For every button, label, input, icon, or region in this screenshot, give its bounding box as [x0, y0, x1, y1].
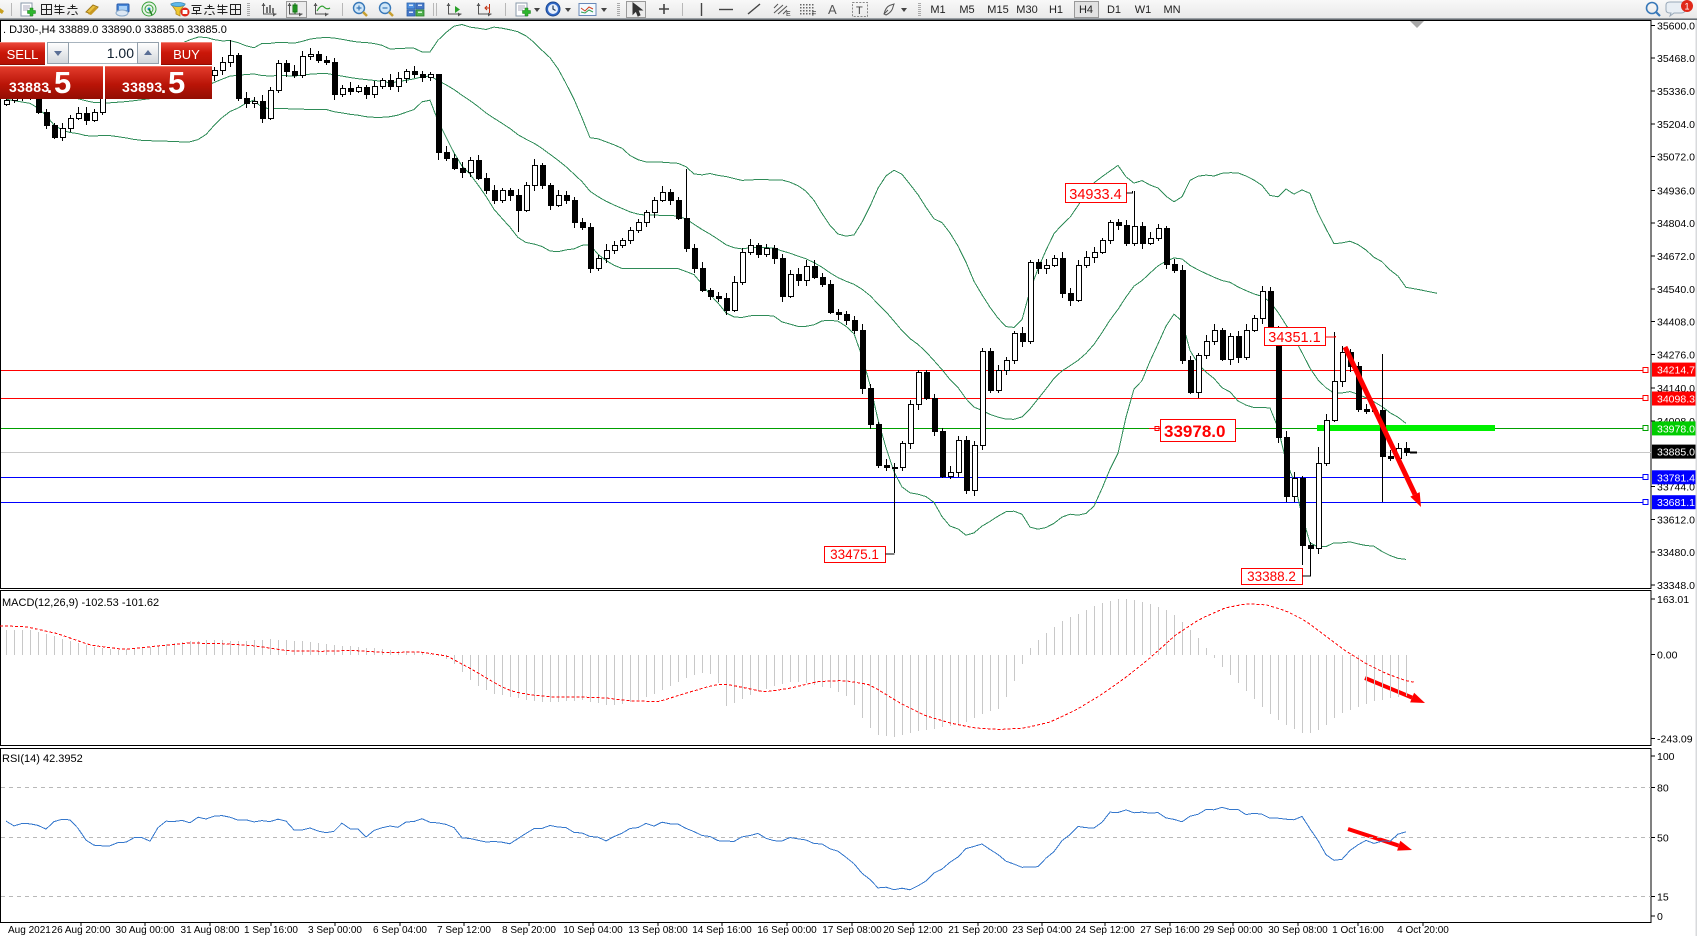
svg-text:34276.0: 34276.0	[1657, 349, 1695, 361]
svg-text:33978.0: 33978.0	[1164, 422, 1225, 441]
svg-text:MACD(12,26,9) -102.53 -101.62: MACD(12,26,9) -102.53 -101.62	[2, 597, 159, 609]
svg-text:34672.0: 34672.0	[1657, 251, 1695, 263]
svg-text:M30: M30	[1016, 4, 1037, 16]
svg-text:34408.0: 34408.0	[1657, 317, 1695, 329]
svg-text:20 Sep 12:00: 20 Sep 12:00	[883, 925, 943, 936]
svg-text:34933.4: 34933.4	[1069, 187, 1121, 203]
svg-text:H1: H1	[1049, 4, 1063, 16]
svg-text:17 Sep 08:00: 17 Sep 08:00	[822, 925, 882, 936]
svg-text:34804.0: 34804.0	[1657, 218, 1695, 230]
svg-text:26 Aug 20:00: 26 Aug 20:00	[52, 925, 111, 936]
svg-text:T: T	[856, 5, 863, 17]
svg-text:F: F	[812, 11, 816, 18]
svg-text:3 Sep 00:00: 3 Sep 00:00	[308, 925, 362, 936]
svg-text:16 Sep 00:00: 16 Sep 00:00	[757, 925, 817, 936]
svg-text:10 Sep 04:00: 10 Sep 04:00	[563, 925, 623, 936]
svg-text:23 Sep 04:00: 23 Sep 04:00	[1012, 925, 1072, 936]
svg-text:34540.0: 34540.0	[1657, 284, 1695, 296]
svg-text:35468.0: 35468.0	[1657, 53, 1695, 65]
svg-text:33475.1: 33475.1	[830, 547, 879, 562]
svg-text:35204.0: 35204.0	[1657, 119, 1695, 131]
svg-text:D1: D1	[1107, 4, 1121, 16]
svg-text:34214.7: 34214.7	[1657, 365, 1695, 377]
svg-text:34098.3: 34098.3	[1657, 394, 1695, 406]
svg-text:M1: M1	[930, 4, 945, 16]
svg-text:4 Oct 20:00: 4 Oct 20:00	[1397, 925, 1449, 936]
svg-text:M15: M15	[987, 4, 1008, 16]
svg-text:31 Aug 08:00: 31 Aug 08:00	[181, 925, 240, 936]
svg-text:35072.0: 35072.0	[1657, 152, 1695, 164]
svg-text:33978.0: 33978.0	[1657, 423, 1695, 435]
svg-text:33744.0: 33744.0	[1657, 482, 1695, 494]
svg-text:. DJ30-,H4 33889.0 33890.0 33: . DJ30-,H4 33889.0 33890.0 33885.0 33885…	[3, 24, 227, 36]
svg-text:H4: H4	[1079, 4, 1093, 16]
svg-text:27 Sep 16:00: 27 Sep 16:00	[1140, 925, 1200, 936]
svg-text:-243.09: -243.09	[1657, 734, 1693, 746]
svg-text:30 Sep 08:00: 30 Sep 08:00	[1268, 925, 1328, 936]
svg-text:100: 100	[1657, 751, 1675, 763]
svg-text:E: E	[786, 11, 791, 18]
svg-text:6 Sep 04:00: 6 Sep 04:00	[373, 925, 427, 936]
svg-text:34936.0: 34936.0	[1657, 185, 1695, 197]
svg-text:A: A	[828, 2, 837, 17]
svg-text:1: 1	[1684, 2, 1689, 12]
svg-text:14 Sep 16:00: 14 Sep 16:00	[692, 925, 752, 936]
svg-text:35600.0: 35600.0	[1657, 20, 1695, 32]
svg-text:35336.0: 35336.0	[1657, 86, 1695, 98]
svg-text:24 Sep 12:00: 24 Sep 12:00	[1075, 925, 1135, 936]
svg-text:15: 15	[1657, 892, 1669, 904]
svg-text:W1: W1	[1135, 4, 1152, 16]
svg-text:34351.1: 34351.1	[1268, 330, 1320, 346]
svg-text:RSI(14) 42.3952: RSI(14) 42.3952	[2, 753, 83, 765]
svg-text:8 Sep 20:00: 8 Sep 20:00	[502, 925, 556, 936]
svg-text:33781.4: 33781.4	[1657, 472, 1695, 484]
svg-text:1 Oct 16:00: 1 Oct 16:00	[1332, 925, 1384, 936]
svg-text:0: 0	[1657, 911, 1663, 923]
svg-text:0.00: 0.00	[1657, 650, 1678, 662]
svg-text:33348.0: 33348.0	[1657, 580, 1695, 592]
svg-text:M5: M5	[959, 4, 974, 16]
svg-text:13 Sep 08:00: 13 Sep 08:00	[628, 925, 688, 936]
svg-text:33388.2: 33388.2	[1247, 569, 1296, 584]
svg-text:33612.0: 33612.0	[1657, 514, 1695, 526]
svg-text:33681.1: 33681.1	[1657, 497, 1695, 509]
svg-text:50: 50	[1657, 833, 1669, 845]
svg-text:7 Sep 12:00: 7 Sep 12:00	[437, 925, 491, 936]
svg-text:Aug 2021: Aug 2021	[8, 925, 51, 936]
svg-text:21 Sep 20:00: 21 Sep 20:00	[948, 925, 1008, 936]
svg-text:29 Sep 00:00: 29 Sep 00:00	[1203, 925, 1263, 936]
svg-text:MN: MN	[1163, 4, 1180, 16]
svg-text:1 Sep 16:00: 1 Sep 16:00	[244, 925, 298, 936]
svg-text:33885.0: 33885.0	[1657, 447, 1695, 459]
svg-text:80: 80	[1657, 783, 1669, 795]
svg-text:33480.0: 33480.0	[1657, 547, 1695, 559]
svg-text:163.01: 163.01	[1657, 594, 1689, 606]
svg-text:30 Aug 00:00: 30 Aug 00:00	[116, 925, 175, 936]
